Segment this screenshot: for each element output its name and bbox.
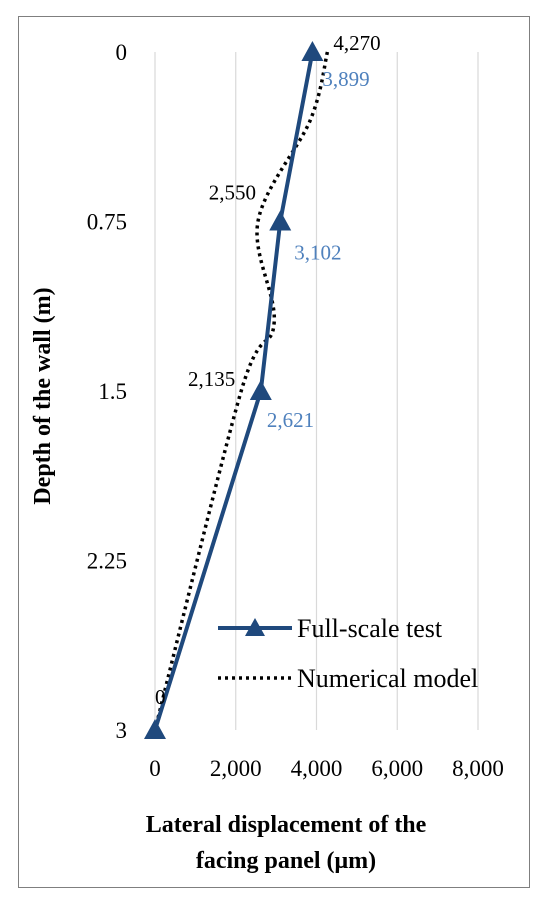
full-scale-data-label: 2,621 <box>267 408 314 432</box>
x-tick-label: 2,000 <box>210 756 262 781</box>
y-tick-label: 2.25 <box>87 549 127 574</box>
x-tick-labels: 0 2,000 4,000 6,000 8,000 <box>149 756 504 781</box>
full-scale-test-marker <box>269 210 292 231</box>
x-tick-label: 8,000 <box>452 756 504 781</box>
legend-full-scale-label: Full-scale test <box>297 614 443 643</box>
numerical-model-data-label: 2,550 <box>209 181 256 205</box>
y-axis-title: Depth of the wall (m) <box>30 287 56 504</box>
data-labels: 3,899 3,102 2,621 4,270 2,550 2,135 0 <box>155 31 381 709</box>
x-tick-label: 4,000 <box>291 756 343 781</box>
x-tick-label: 6,000 <box>371 756 423 781</box>
y-tick-labels: 0 0.75 1.5 2.25 3 <box>87 40 127 743</box>
x-tick-label: 0 <box>149 756 161 781</box>
numerical-model-data-label: 4,270 <box>333 31 380 55</box>
chart-frame <box>18 16 530 888</box>
full-scale-data-label: 3,102 <box>294 241 341 265</box>
x-axis-title-line1: Lateral displacement of the <box>146 812 427 838</box>
x-axis-title-line2: facing panel (μm) <box>196 848 376 874</box>
legend: Full-scale test Numerical model <box>218 614 478 693</box>
full-scale-test-marker <box>301 41 324 61</box>
numerical-model-data-label: 2,135 <box>188 367 235 391</box>
series-markers <box>144 41 324 739</box>
y-tick-label: 0 <box>116 40 128 65</box>
y-tick-label: 1.5 <box>98 379 127 404</box>
grid-lines <box>154 52 479 730</box>
full-scale-test-line <box>153 51 315 731</box>
numerical-model-line <box>153 51 330 731</box>
series-lines <box>153 51 330 731</box>
legend-full-scale-marker <box>245 618 265 636</box>
numerical-model-data-label: 0 <box>155 685 166 709</box>
full-scale-data-label: 3,899 <box>322 67 369 91</box>
legend-numerical-label: Numerical model <box>297 664 478 693</box>
full-scale-test-marker <box>249 380 272 400</box>
y-tick-label: 0.75 <box>87 210 127 235</box>
full-scale-test-marker <box>144 719 166 739</box>
y-tick-label: 3 <box>116 718 128 743</box>
